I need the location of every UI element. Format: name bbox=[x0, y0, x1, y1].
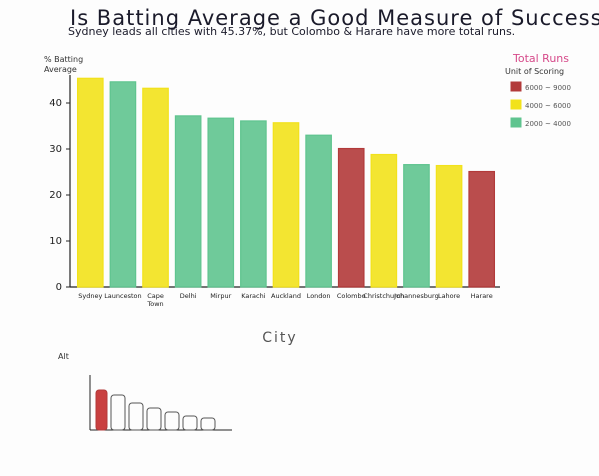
x-tick-label: Mirpur bbox=[210, 292, 231, 300]
x-tick-label: London bbox=[307, 292, 331, 300]
chart-subtitle: Sydney leads all cities with 45.37%, but… bbox=[68, 25, 516, 38]
alt-sketch-bar bbox=[95, 389, 108, 431]
bar-colombo bbox=[337, 147, 365, 288]
y-axis-label: % Batting Average bbox=[44, 55, 84, 74]
bar-lahore bbox=[435, 164, 463, 288]
legend-label-low: 2000 ~ 4000 bbox=[525, 120, 571, 128]
alt-sketch-bar bbox=[128, 402, 144, 431]
x-tick-label: Karachi bbox=[241, 292, 265, 300]
bar-london bbox=[305, 134, 332, 288]
y-tick-label: 40 bbox=[49, 98, 62, 109]
x-tick-label: Launceston bbox=[104, 292, 141, 300]
y-tick-label: 30 bbox=[49, 144, 62, 155]
bar-sydney bbox=[76, 77, 104, 288]
y-tick-label: 10 bbox=[49, 236, 62, 247]
x-tick-label: Auckland bbox=[271, 292, 301, 300]
x-tick-label: Harare bbox=[471, 292, 493, 300]
alt-sketch-bar bbox=[164, 411, 180, 431]
x-tick-label: Lahore bbox=[438, 292, 460, 300]
bar-launceston bbox=[109, 81, 137, 288]
bar-cape-town bbox=[142, 87, 169, 288]
legend-label-high: 6000 ~ 9000 bbox=[525, 84, 571, 92]
alt-sketch-label: Alt bbox=[58, 352, 69, 361]
bar-delhi bbox=[174, 115, 202, 288]
x-tick-label: Johannesburg bbox=[393, 292, 439, 300]
x-tick-label: Town bbox=[146, 300, 163, 308]
alt-sketch-bar bbox=[200, 417, 216, 431]
alt-sketch-bar bbox=[182, 415, 198, 431]
alt-sketch-bar bbox=[110, 394, 126, 431]
alt-sketch-bar bbox=[146, 407, 162, 431]
y-tick-label: 20 bbox=[49, 190, 62, 201]
legend-swatch-high bbox=[510, 81, 522, 92]
legend-label-mid: 4000 ~ 6000 bbox=[525, 102, 571, 110]
x-axis-label: City bbox=[262, 330, 298, 346]
x-tick-label: Sydney bbox=[78, 292, 102, 300]
x-tick-label: Colombo bbox=[337, 292, 366, 300]
bar-auckland bbox=[272, 122, 300, 288]
bar-johannesburg bbox=[403, 164, 430, 288]
bar-mirpur bbox=[207, 117, 235, 288]
bar-christchurch bbox=[370, 153, 398, 288]
bar-karachi bbox=[240, 120, 267, 288]
legend-swatch-low bbox=[510, 117, 522, 128]
bar-harare bbox=[468, 170, 496, 288]
x-tick-label: Cape bbox=[147, 292, 164, 300]
x-tick-label: Delhi bbox=[180, 292, 197, 300]
legend-swatch-mid bbox=[510, 99, 522, 110]
y-tick-label: 0 bbox=[56, 282, 62, 293]
x-tick-label: Christchurch bbox=[363, 292, 404, 300]
legend-subtitle: Unit of Scoring bbox=[505, 67, 564, 76]
legend-title: Total Runs bbox=[512, 52, 569, 65]
chart-title: Is Batting Average a Good Measure of Suc… bbox=[70, 6, 599, 30]
